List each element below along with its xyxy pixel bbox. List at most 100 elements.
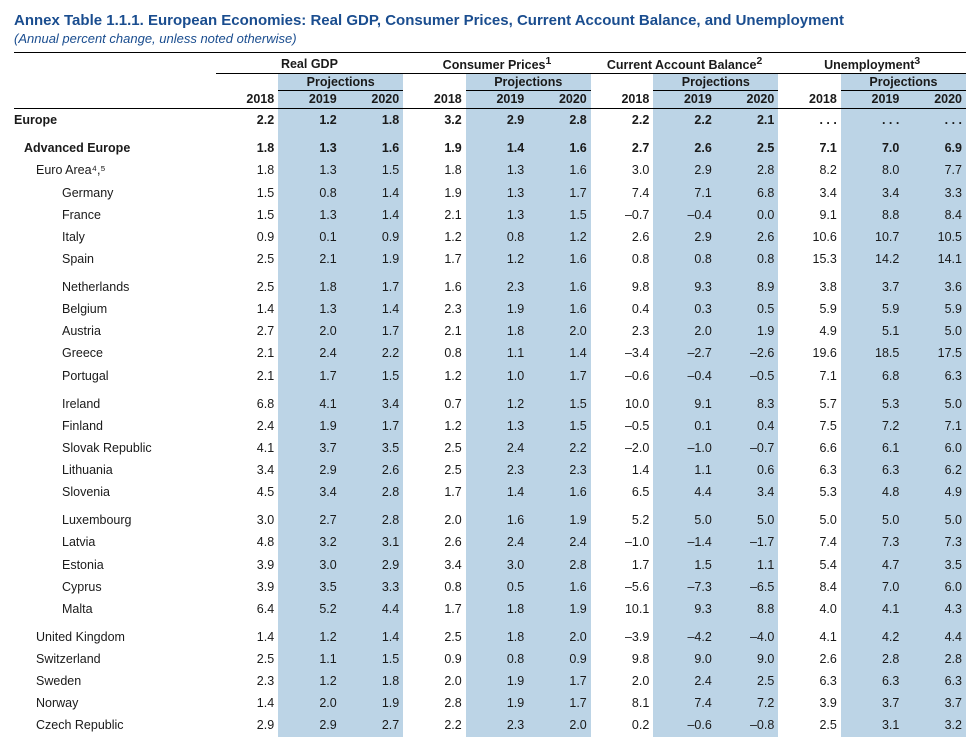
cell: 1.2 bbox=[403, 226, 466, 248]
cell: 4.0 bbox=[778, 598, 841, 620]
row-label: Slovenia bbox=[14, 481, 216, 503]
cell: 2.5 bbox=[716, 131, 779, 159]
table-row: Malta6.45.24.41.71.81.910.19.38.84.04.14… bbox=[14, 598, 966, 620]
cell: 8.1 bbox=[591, 692, 654, 714]
cell: 3.0 bbox=[591, 159, 654, 181]
cell: 5.3 bbox=[778, 481, 841, 503]
cell: 18.5 bbox=[841, 342, 904, 364]
cell: 10.7 bbox=[841, 226, 904, 248]
cell: 3.4 bbox=[841, 182, 904, 204]
table-row: Lithuania3.42.92.62.52.32.31.41.10.66.36… bbox=[14, 459, 966, 481]
cell: 2.5 bbox=[778, 714, 841, 736]
cell: 6.9 bbox=[903, 131, 966, 159]
cell: 5.0 bbox=[653, 503, 716, 531]
cell: 8.8 bbox=[841, 204, 904, 226]
cell: 5.0 bbox=[841, 503, 904, 531]
col-group-unemp: Unemployment3 bbox=[778, 53, 966, 74]
cell: 2.3 bbox=[528, 459, 591, 481]
cell: 1.9 bbox=[528, 598, 591, 620]
cell: 1.8 bbox=[216, 159, 279, 181]
cell: 1.7 bbox=[403, 598, 466, 620]
cell: –0.5 bbox=[716, 365, 779, 387]
cell: 3.9 bbox=[216, 554, 279, 576]
row-label: Euro Area⁴,⁵ bbox=[14, 159, 216, 181]
cell: 9.3 bbox=[653, 270, 716, 298]
cell: 3.9 bbox=[216, 576, 279, 598]
cell: 6.2 bbox=[903, 459, 966, 481]
cell: 1.7 bbox=[341, 270, 404, 298]
cell: 0.9 bbox=[216, 226, 279, 248]
cell: 7.3 bbox=[903, 531, 966, 553]
cell: –7.3 bbox=[653, 576, 716, 598]
table-header: Real GDP Consumer Prices1 Current Accoun… bbox=[14, 53, 966, 109]
cell: 1.9 bbox=[716, 320, 779, 342]
cell: 1.7 bbox=[591, 554, 654, 576]
cell: 5.9 bbox=[778, 298, 841, 320]
table-row: Cyprus3.93.53.30.80.51.6–5.6–7.3–6.58.47… bbox=[14, 576, 966, 598]
table-row: France1.51.31.42.11.31.5–0.7–0.40.09.18.… bbox=[14, 204, 966, 226]
cell: 9.8 bbox=[591, 648, 654, 670]
cell: . . . bbox=[903, 109, 966, 132]
cell: 0.8 bbox=[278, 182, 341, 204]
cell: 0.5 bbox=[466, 576, 529, 598]
row-label: Austria bbox=[14, 320, 216, 342]
cell: 3.5 bbox=[903, 554, 966, 576]
cell: 6.3 bbox=[841, 670, 904, 692]
cell: 1.4 bbox=[341, 298, 404, 320]
cell: 8.4 bbox=[778, 576, 841, 598]
cell: 2.6 bbox=[778, 648, 841, 670]
cell: 5.1 bbox=[841, 320, 904, 342]
cell: 1.8 bbox=[278, 270, 341, 298]
cell: 3.7 bbox=[841, 692, 904, 714]
cell: 8.8 bbox=[716, 598, 779, 620]
cell: 2.9 bbox=[466, 109, 529, 132]
cell: 2.3 bbox=[403, 298, 466, 320]
row-label: Sweden bbox=[14, 670, 216, 692]
cell: 7.1 bbox=[903, 415, 966, 437]
cell: 15.3 bbox=[778, 248, 841, 270]
cell: 3.0 bbox=[216, 503, 279, 531]
cell: 7.7 bbox=[903, 159, 966, 181]
cell: 1.9 bbox=[528, 503, 591, 531]
table-body: Europe2.21.21.83.22.92.82.22.22.1. . .. … bbox=[14, 109, 966, 737]
row-label: Netherlands bbox=[14, 270, 216, 298]
cell: 1.2 bbox=[278, 109, 341, 132]
cell: 1.8 bbox=[466, 620, 529, 648]
cell: 2.6 bbox=[341, 459, 404, 481]
cell: 6.4 bbox=[216, 598, 279, 620]
cell: 1.7 bbox=[403, 481, 466, 503]
cell: 1.3 bbox=[466, 415, 529, 437]
cell: 2.2 bbox=[341, 342, 404, 364]
cell: 1.6 bbox=[528, 248, 591, 270]
cell: 7.5 bbox=[778, 415, 841, 437]
cell: 4.1 bbox=[278, 387, 341, 415]
cell: 8.3 bbox=[716, 387, 779, 415]
cell: –2.6 bbox=[716, 342, 779, 364]
cell: 0.7 bbox=[403, 387, 466, 415]
cell: 0.8 bbox=[591, 248, 654, 270]
cell: 3.9 bbox=[778, 692, 841, 714]
cell: 6.3 bbox=[841, 459, 904, 481]
cell: 1.5 bbox=[341, 159, 404, 181]
cell: 2.3 bbox=[216, 670, 279, 692]
cell: 4.2 bbox=[841, 620, 904, 648]
cell: 3.4 bbox=[216, 459, 279, 481]
cell: 2.0 bbox=[653, 320, 716, 342]
cell: 3.1 bbox=[341, 531, 404, 553]
row-label: Czech Republic bbox=[14, 714, 216, 736]
cell: 6.5 bbox=[591, 481, 654, 503]
cell: 2.8 bbox=[341, 481, 404, 503]
cell: 2.8 bbox=[528, 109, 591, 132]
cell: 2.2 bbox=[653, 109, 716, 132]
cell: 0.8 bbox=[466, 226, 529, 248]
cell: 3.7 bbox=[841, 270, 904, 298]
cell: 1.4 bbox=[466, 481, 529, 503]
cell: 2.7 bbox=[278, 503, 341, 531]
cell: –0.6 bbox=[653, 714, 716, 736]
cell: 2.9 bbox=[653, 226, 716, 248]
cell: 2.0 bbox=[403, 503, 466, 531]
cell: 2.9 bbox=[278, 459, 341, 481]
col-group-gdp: Real GDP bbox=[216, 53, 404, 74]
cell: –0.8 bbox=[716, 714, 779, 736]
cell: 14.2 bbox=[841, 248, 904, 270]
